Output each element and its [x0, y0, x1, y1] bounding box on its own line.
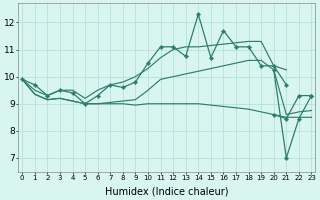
- X-axis label: Humidex (Indice chaleur): Humidex (Indice chaleur): [105, 187, 228, 197]
